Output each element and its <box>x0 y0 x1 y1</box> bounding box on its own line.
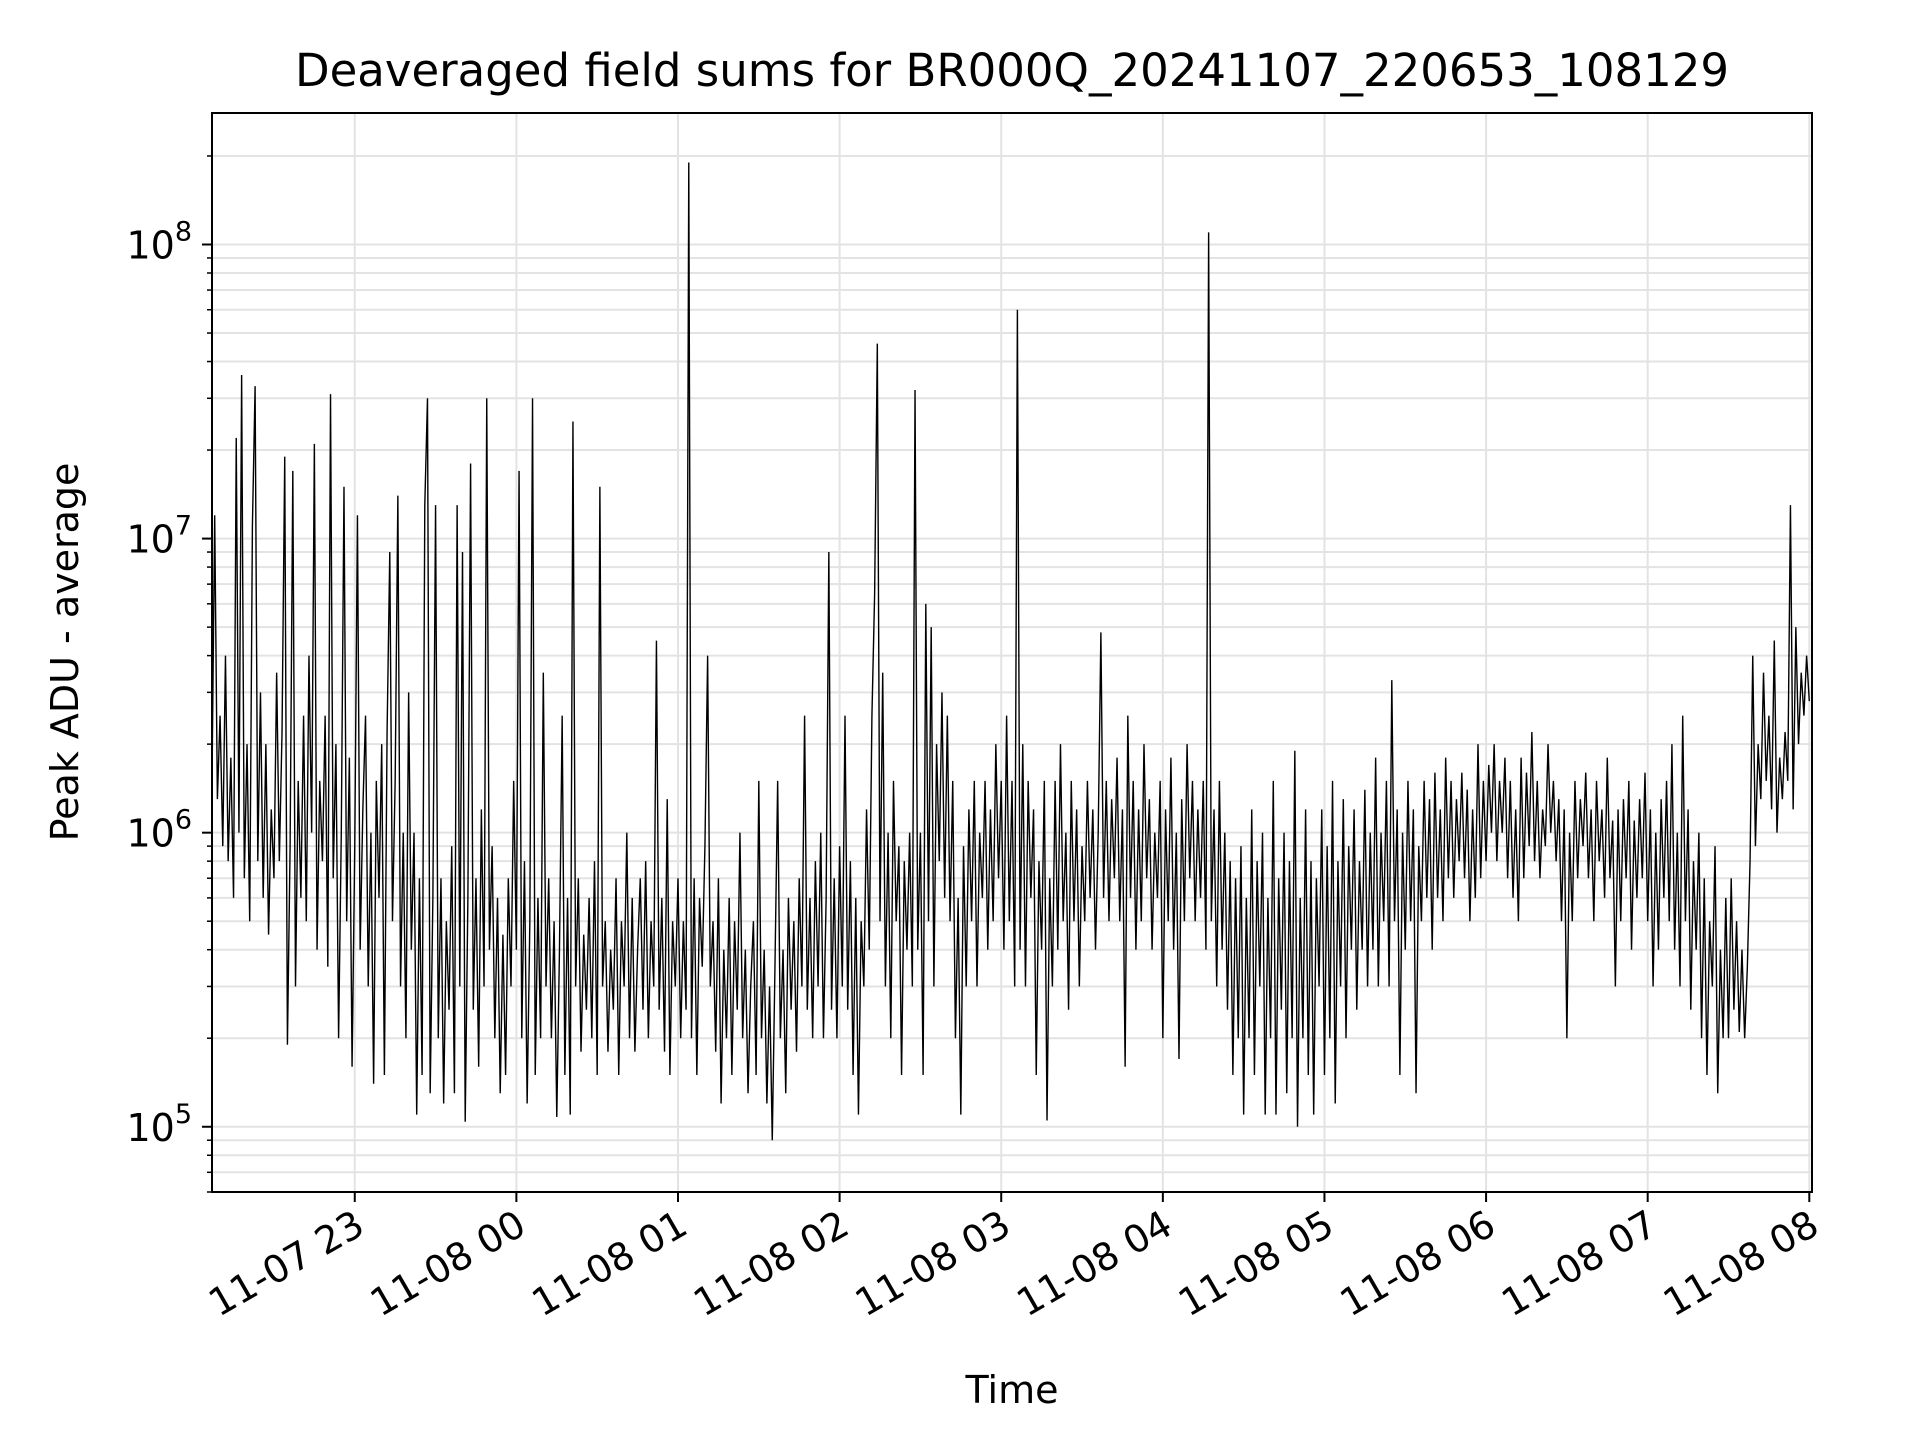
y-tick-exponent: 7 <box>175 511 192 542</box>
x-axis-label: Time <box>965 1368 1059 1412</box>
y-tick-exponent: 5 <box>175 1099 192 1130</box>
series-line-0 <box>211 162 1811 1141</box>
y-tick-base: 10 <box>126 224 174 268</box>
y-tick-base: 10 <box>126 518 174 562</box>
y-tick-base: 10 <box>126 1106 174 1150</box>
y-tick-label: 106 <box>126 805 192 856</box>
y-tick-label: 105 <box>126 1099 192 1150</box>
series-line-layer <box>211 162 1811 1141</box>
y-tick-label: 107 <box>126 511 192 562</box>
grid <box>212 113 1812 1193</box>
y-tick-base: 10 <box>126 812 174 856</box>
y-tick-label: 108 <box>126 217 192 268</box>
plot-frame <box>211 112 1813 1193</box>
chart-title: Deaveraged field sums for BR000Q_2024110… <box>295 44 1729 97</box>
y-tick-exponent: 6 <box>175 805 192 836</box>
y-tick-exponent: 8 <box>175 217 192 248</box>
y-axis-label: Peak ADU - average <box>43 463 87 842</box>
